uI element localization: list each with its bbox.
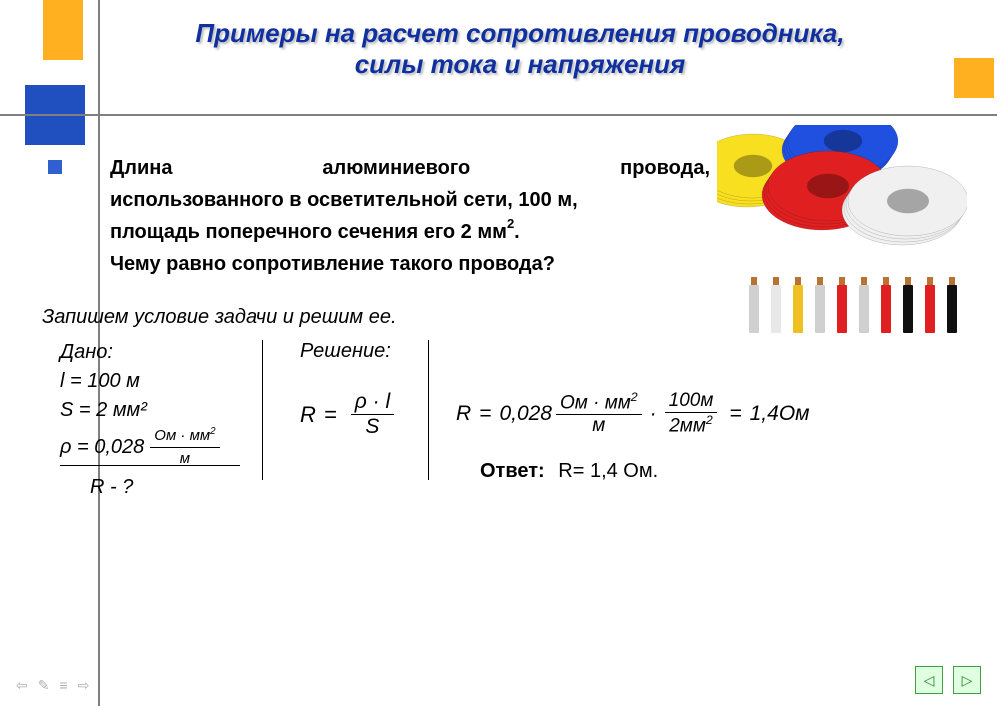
given-header: Дано: [60, 338, 220, 367]
edit-icon[interactable]: ⇨ [78, 677, 90, 694]
wire-sample [815, 285, 825, 333]
solution-label: Решение: [300, 340, 391, 363]
given-l: l = 100 м [60, 367, 220, 396]
rho-unit-fraction: Ом · мм2 м [150, 425, 219, 470]
wire-sample [925, 285, 935, 333]
answer: Ответ: R= 1,4 Ом. [480, 460, 658, 483]
wire-sample [771, 285, 781, 333]
given-s: S = 2 мм² [60, 396, 220, 425]
problem-line-4: Чему равно сопротивление такого провода? [110, 248, 710, 280]
edit-icon[interactable]: ⇦ [16, 677, 28, 694]
solution-separator-vertical [428, 340, 429, 480]
wire-sample [793, 285, 803, 333]
divider-horizontal [0, 114, 997, 116]
wire-sample [749, 285, 759, 333]
given-block: Дано: l = 100 м S = 2 мм² ρ = 0,028 Ом ·… [60, 338, 220, 470]
nav-buttons: ◁ ▷ [915, 666, 981, 694]
edit-toolbar: ⇦ ✎ ≡ ⇨ [16, 677, 89, 694]
formula-main: R = ρ · l S [300, 390, 394, 439]
wire-sample [859, 285, 869, 333]
deco-square-orange-right [954, 58, 994, 98]
calculation: R = 0,028 Ом · мм2 м · 100м 2мм2 = 1,4Ом [456, 390, 810, 437]
slide-title: Примеры на расчет сопротивления проводни… [120, 18, 920, 80]
edit-icon[interactable]: ≡ [59, 677, 67, 694]
given-separator-horizontal [60, 465, 240, 466]
given-separator-vertical [262, 340, 263, 480]
wire-sample [881, 285, 891, 333]
wire-sample [837, 285, 847, 333]
title-line-2: силы тока и напряжения [355, 49, 686, 79]
problem-line-1: Длина алюминиевого провода, [110, 152, 710, 184]
wire-samples-row [749, 285, 957, 333]
find-label: R - ? [90, 476, 133, 499]
deco-square-orange-top [43, 0, 83, 60]
step-instruction: Запишем условие задачи и решим ее. [42, 306, 397, 329]
problem-line-3: площадь поперечного сечения его 2 мм2. [110, 216, 710, 248]
problem-line-2: использованного в осветительной сети, 10… [110, 184, 710, 216]
edit-icon[interactable]: ✎ [38, 677, 50, 694]
nav-next-button[interactable]: ▷ [953, 666, 981, 694]
title-line-1: Примеры на расчет сопротивления проводни… [195, 18, 844, 48]
wire-coils-image [717, 125, 967, 275]
nav-prev-button[interactable]: ◁ [915, 666, 943, 694]
wire-sample [947, 285, 957, 333]
bullet-icon [48, 160, 62, 174]
given-rho: ρ = 0,028 Ом · мм2 м [60, 425, 220, 470]
problem-text: Длина алюминиевого провода, использованн… [110, 152, 710, 280]
wire-sample [903, 285, 913, 333]
